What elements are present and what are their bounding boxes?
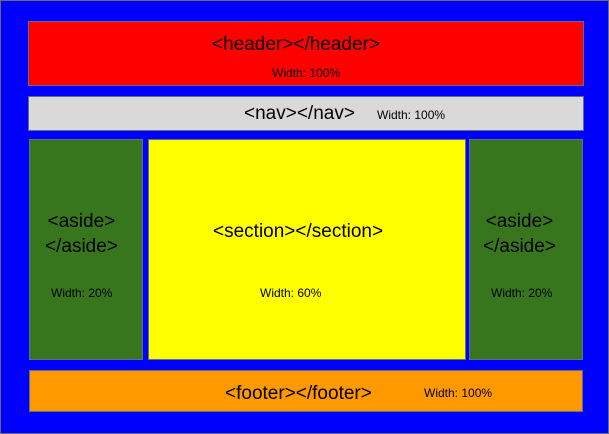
header-tag-label: <header></header> xyxy=(212,34,380,55)
aside-left-block: <aside> </aside> Width: 20% xyxy=(29,139,143,360)
nav-width-label: Width: 100% xyxy=(377,108,446,122)
section-width-label: Width: 60% xyxy=(260,286,322,300)
aside-right-close-tag: </aside> xyxy=(483,235,556,257)
aside-left-close-tag: </aside> xyxy=(45,235,118,257)
header-block: <header></header> Width: 100% xyxy=(28,21,584,86)
aside-left-open-tag: <aside> xyxy=(47,211,116,232)
section-tag-label: <section></section> xyxy=(213,221,384,242)
aside-right-open-tag: <aside> xyxy=(485,211,554,232)
aside-right-block: <aside> </aside> Width: 20% xyxy=(469,139,583,360)
footer-block: <footer></footer> Width: 100% xyxy=(29,370,583,412)
aside-left-width-label: Width: 20% xyxy=(51,286,113,300)
aside-left-tag-label: <aside> </aside> xyxy=(45,210,118,259)
nav-block: <nav></nav> Width: 100% xyxy=(28,96,584,131)
section-block: <section></section> Width: 60% xyxy=(148,139,466,360)
aside-right-tag-label: <aside> </aside> xyxy=(483,210,556,259)
footer-width-label: Width: 100% xyxy=(424,386,493,400)
header-width-label: Width: 100% xyxy=(272,66,341,80)
nav-tag-label: <nav></nav> xyxy=(244,103,355,124)
footer-tag-label: <footer></footer> xyxy=(225,383,372,404)
aside-right-width-label: Width: 20% xyxy=(491,286,553,300)
